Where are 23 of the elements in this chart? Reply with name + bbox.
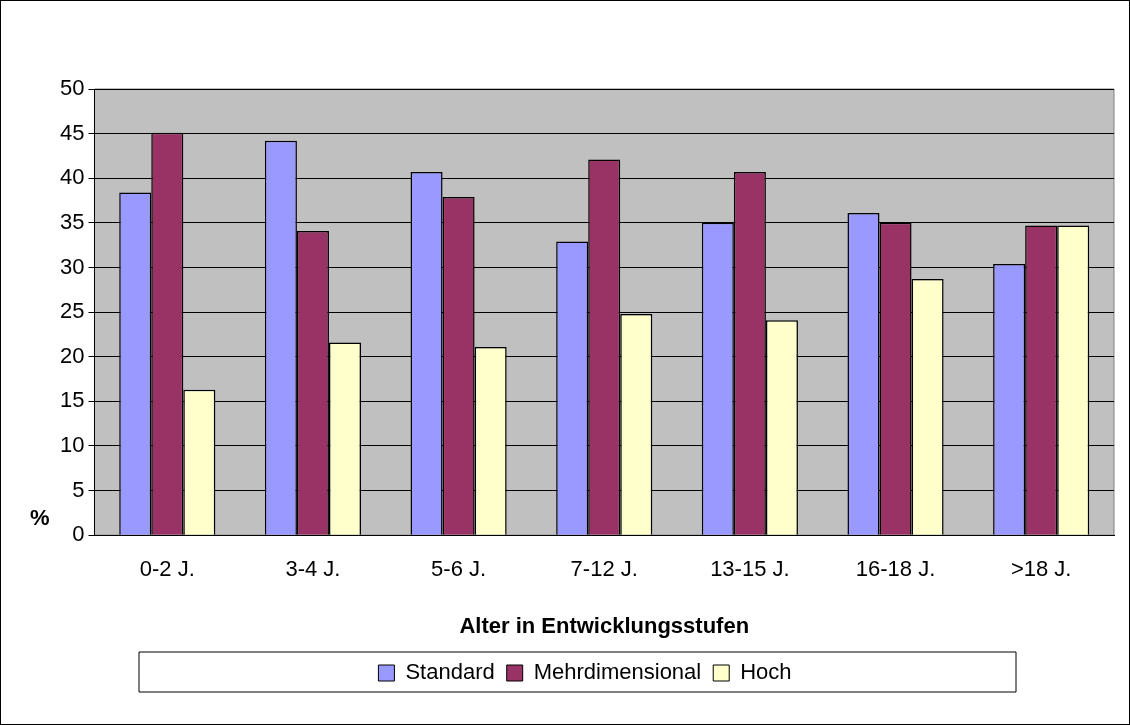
y-tick-label: 0 (72, 521, 85, 547)
y-tick-label: 30 (59, 253, 85, 279)
x-tick-label: 7-12 J. (570, 556, 638, 582)
legend-label: Hoch (740, 659, 792, 685)
y-tick-label: 20 (59, 342, 85, 368)
y-tick-label: 25 (59, 298, 85, 324)
x-tick-label: 0-2 J. (139, 556, 195, 582)
y-tick-label: 50 (59, 75, 85, 101)
y-tick-label: 45 (59, 119, 85, 145)
legend-label: Standard (405, 659, 495, 685)
y-tick-label: 5 (72, 476, 85, 502)
x-tick-label: >18 J. (1010, 556, 1072, 582)
x-tick-label: 5-6 J. (431, 556, 487, 582)
legend-label: Mehrdimensional (533, 659, 702, 685)
y-tick-label: 40 (59, 164, 85, 190)
y-axis-title: % (29, 505, 50, 531)
x-tick-label: 3-4 J. (285, 556, 341, 582)
y-tick-label: 10 (59, 432, 85, 458)
x-tick-label: 13-15 J. (710, 556, 790, 582)
y-tick-label: 15 (59, 387, 85, 413)
x-tick-label: 16-18 J. (855, 556, 936, 582)
y-tick-label: 35 (59, 208, 85, 234)
x-axis-title: Alter in Entwicklungsstufen (459, 612, 750, 638)
